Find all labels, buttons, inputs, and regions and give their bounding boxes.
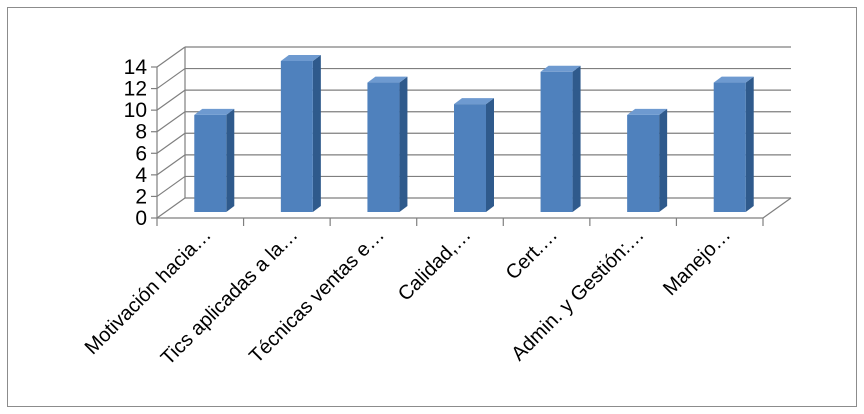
x-category-label: Manejo… xyxy=(659,224,735,300)
bar-side xyxy=(226,108,235,212)
y-tick-label: 0 xyxy=(135,207,147,230)
bar-top xyxy=(194,108,235,115)
y-tick-label: 12 xyxy=(124,78,147,101)
bar-side xyxy=(572,65,581,213)
y-tick-label: 4 xyxy=(135,164,147,187)
x-category-label: Cert.… xyxy=(502,224,562,284)
bar xyxy=(627,114,660,212)
bar xyxy=(280,61,313,212)
floor-edge xyxy=(762,197,792,219)
y-tick-label: 8 xyxy=(135,121,147,144)
bar-top xyxy=(367,76,408,83)
y-tick-label: 6 xyxy=(135,142,147,165)
bar-side xyxy=(486,98,494,212)
gridline-wall xyxy=(156,68,186,90)
bar xyxy=(367,82,400,212)
bar-side xyxy=(312,55,321,212)
y-tick-label: 2 xyxy=(135,185,147,208)
bar-side xyxy=(399,76,408,212)
y-tick-label: 10 xyxy=(124,99,147,122)
bar-side xyxy=(745,76,754,212)
gridline-wall xyxy=(156,175,186,197)
bar-top xyxy=(627,108,668,115)
y-tick-label: 14 xyxy=(124,56,148,79)
bar-top xyxy=(713,76,754,83)
gridline-wall xyxy=(156,111,186,133)
bar xyxy=(454,104,486,212)
gridline-wall xyxy=(156,46,186,68)
bar-side xyxy=(659,108,668,212)
gridline-wall xyxy=(156,132,186,154)
bar xyxy=(194,114,227,212)
gridline-wall xyxy=(156,154,186,176)
gridline-wall xyxy=(156,197,186,219)
gridline-wall xyxy=(156,89,186,111)
bar-top xyxy=(540,65,581,72)
x-category-label: Calidad,… xyxy=(394,224,476,306)
bar xyxy=(540,71,573,213)
bar xyxy=(713,82,746,212)
bar-top xyxy=(454,98,494,105)
bar-top xyxy=(280,55,321,61)
